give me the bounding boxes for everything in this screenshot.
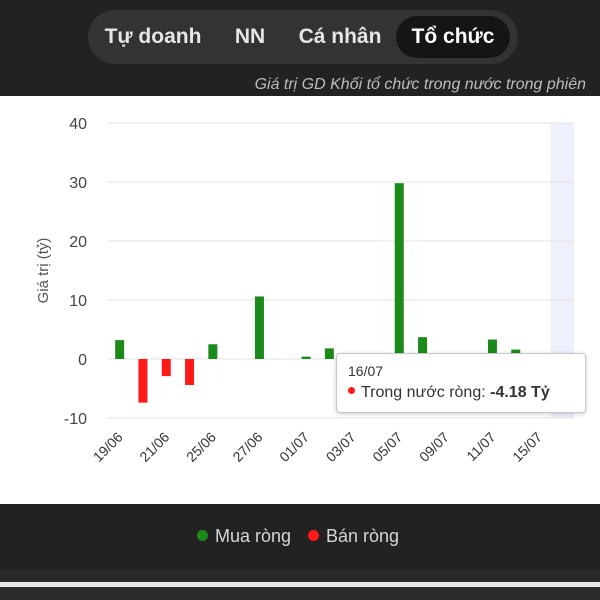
legend-dot-icon — [308, 529, 319, 541]
bar — [301, 356, 311, 359]
legend-bar: Mua ròng Bán ròng — [0, 504, 600, 570]
tooltip-date: 16/07 — [348, 363, 384, 379]
y-tick-label: 10 — [69, 293, 87, 310]
tab-tu-doanh[interactable]: Tự doanh — [104, 25, 202, 48]
chart-area: 40 30 20 10 0 -10 Giá trị (tỷ) 19/06 21/06 25/06 2… — [0, 96, 600, 504]
highlight-band — [550, 123, 574, 418]
legend-item-mua-rong[interactable]: Mua ròng — [197, 524, 291, 548]
legend-label-mua-rong: Mua ròng — [215, 526, 292, 546]
top-bar: Tự doanh NN Cá nhân Tổ chức Giá trị GD K… — [0, 0, 600, 96]
y-tick-label: 30 — [69, 175, 87, 192]
bottom-strip — [0, 570, 600, 600]
x-tick-label: 01/07 — [276, 429, 312, 465]
tooltip-dot-icon — [348, 387, 355, 395]
tooltip-series-label: Trong nước ròng: — [361, 384, 486, 401]
y-axis-label: Giá trị (tỷ) — [35, 238, 52, 304]
tab-nn[interactable]: NN — [234, 25, 266, 48]
tab-to-chuc[interactable]: Tổ chức — [396, 16, 510, 58]
tab-ca-nhan[interactable]: Cá nhân — [298, 25, 382, 48]
x-tick-label: 09/07 — [416, 429, 452, 465]
bar — [418, 337, 428, 359]
bar — [394, 183, 404, 359]
chart-subtitle: Giá trị GD Khối tổ chức trong nước trong… — [254, 76, 586, 93]
x-tick-label: 27/06 — [229, 429, 265, 465]
y-tick-label: 40 — [69, 116, 87, 133]
bar — [185, 359, 195, 385]
x-tick-label: 25/06 — [183, 429, 219, 465]
bar — [324, 348, 334, 359]
bar — [115, 340, 125, 359]
bar — [208, 344, 218, 359]
scroll-indicator — [0, 582, 600, 587]
x-tick-label: 19/06 — [90, 429, 126, 465]
y-tick-label: -10 — [64, 411, 87, 428]
legend-dot-icon — [197, 529, 208, 541]
y-tick-label: 0 — [78, 352, 87, 369]
x-tick-label: 15/07 — [509, 429, 545, 465]
bar-chart: 40 30 20 10 0 -10 Giá trị (tỷ) 19/06 21/06 25/06 2… — [35, 116, 574, 465]
legend-label-ban-rong: Bán ròng — [326, 526, 400, 546]
bar — [138, 359, 148, 403]
tooltip-value-line: Trong nước ròng: -4.18 Tỷ — [348, 384, 550, 402]
bar — [254, 296, 264, 359]
y-tick-label: 20 — [69, 234, 87, 251]
x-tick-label: 05/07 — [369, 429, 405, 465]
chart-tooltip: 16/07 Trong nước ròng: -4.18 Tỷ — [336, 353, 586, 413]
bar — [161, 359, 171, 377]
bar — [487, 339, 497, 359]
legend-item-ban-rong[interactable]: Bán ròng — [308, 524, 399, 548]
x-tick-label: 21/06 — [136, 429, 172, 465]
investor-type-tabs: Tự doanh NN Cá nhân Tổ chức — [88, 10, 518, 64]
x-tick-label: 03/07 — [323, 429, 359, 465]
tooltip-value: -4.18 Tỷ — [490, 384, 550, 401]
x-tick-label: 11/07 — [463, 429, 499, 465]
